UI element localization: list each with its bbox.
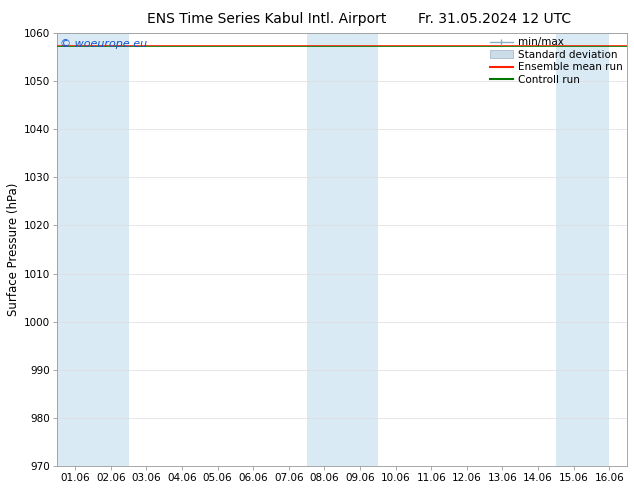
Bar [342,33,378,466]
Bar [556,33,609,466]
Bar [57,33,93,466]
Legend: min/max, Standard deviation, Ensemble mean run, Controll run: min/max, Standard deviation, Ensemble me… [489,36,624,86]
Text: ENS Time Series Kabul Intl. Airport: ENS Time Series Kabul Intl. Airport [146,12,386,26]
Bar [93,33,129,466]
Text: Fr. 31.05.2024 12 UTC: Fr. 31.05.2024 12 UTC [418,12,571,26]
Text: © woeurope.eu: © woeurope.eu [60,40,147,49]
Bar [307,33,342,466]
Y-axis label: Surface Pressure (hPa): Surface Pressure (hPa) [7,183,20,316]
